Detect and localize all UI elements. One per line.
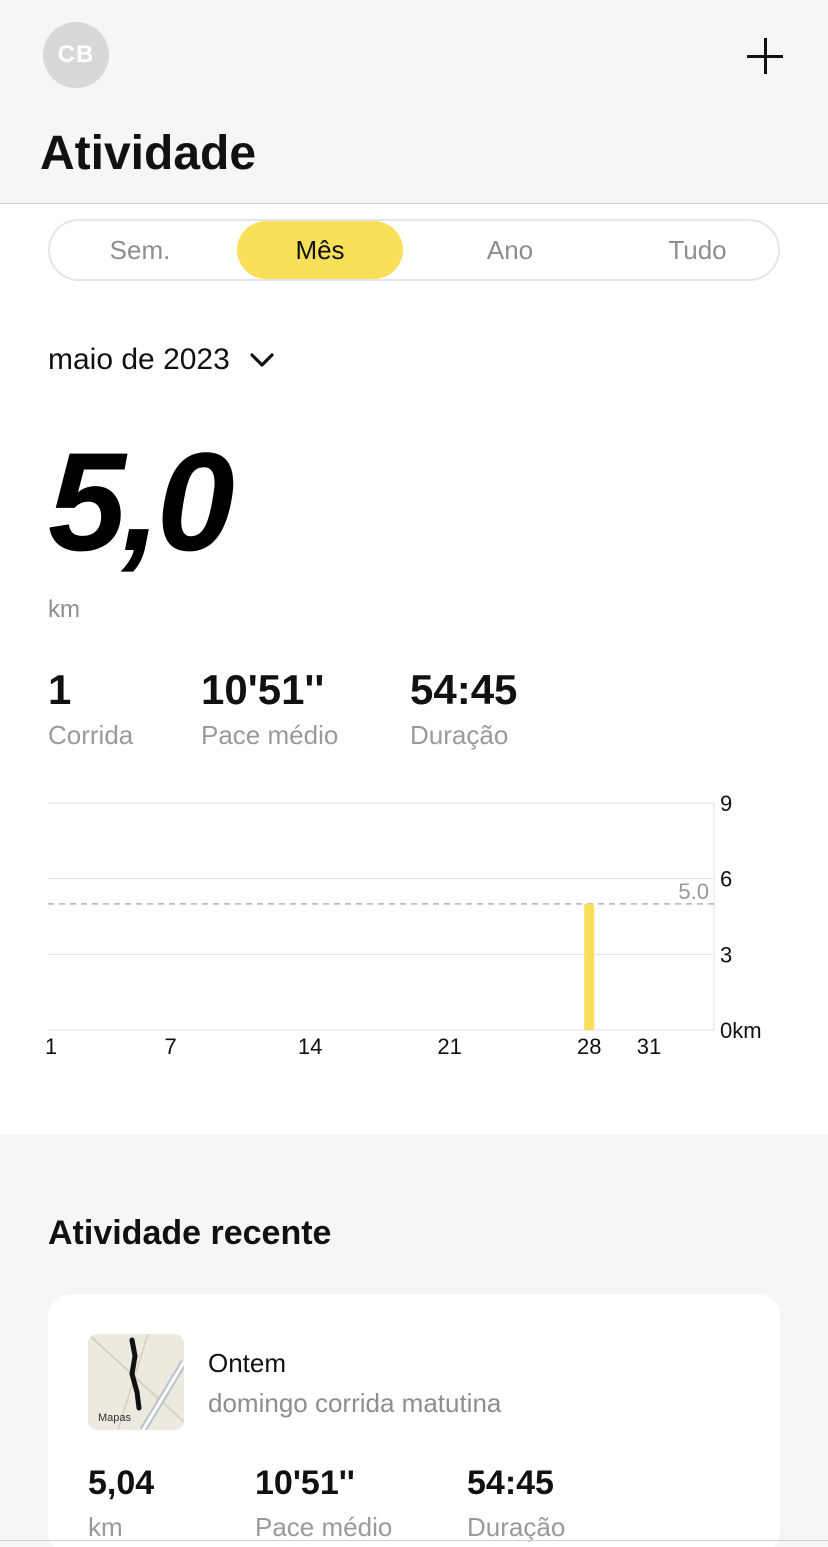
activity-pace-label: Pace médio [255, 1512, 393, 1542]
route-map-thumbnail: Mapas [88, 1334, 184, 1430]
chevron-down-icon [250, 353, 274, 367]
total-distance: 5,0 [48, 423, 235, 580]
avatar[interactable]: CB [43, 22, 109, 88]
x-tick-label: 31 [637, 1034, 661, 1059]
period-segmented-control: Sem. Mês Ano Tudo [48, 219, 780, 281]
y-tick-label: 9 [720, 791, 732, 816]
y-tick-label: 6 [720, 867, 732, 892]
period-selector[interactable]: maio de 2023 [48, 343, 276, 377]
y-tick-label: 0km [720, 1018, 762, 1043]
header: CB Atividade [0, 0, 828, 204]
duration-label: Duração [410, 720, 509, 750]
distance-unit: km [48, 596, 80, 623]
y-tick-label: 3 [720, 942, 732, 967]
runs-count: 1 [48, 666, 72, 713]
x-tick-label: 28 [577, 1034, 601, 1059]
activity-date: Ontem [208, 1348, 287, 1378]
activity-duration-label: Duração [467, 1512, 566, 1542]
tab-month[interactable]: Mês [237, 221, 403, 279]
tab-week[interactable]: Sem. [109, 234, 171, 265]
tab-all[interactable]: Tudo [668, 234, 727, 265]
tab-bar-divider [0, 1540, 828, 1541]
map-caption: Mapas [98, 1412, 132, 1424]
runs-label: Corrida [48, 720, 134, 750]
activity-distance: 5,04 [88, 1464, 155, 1502]
x-tick-label: 21 [437, 1034, 461, 1059]
avg-pace: 10'51'' [201, 666, 325, 713]
x-tick-label: 7 [164, 1034, 176, 1059]
avg-pace-label: Pace médio [201, 720, 339, 750]
tab-year[interactable]: Ano [486, 234, 534, 265]
x-tick-label: 14 [298, 1034, 322, 1059]
activity-pace: 10'51'' [255, 1464, 355, 1502]
activity-name: domingo corrida matutina [208, 1388, 502, 1418]
plus-icon[interactable] [744, 35, 786, 77]
page-title: Atividade [40, 127, 257, 180]
monthly-distance-chart: 0km 3 6 9 5.0 1 7 14 21 28 31 [45, 791, 762, 1059]
recent-title: Atividade recente [48, 1214, 332, 1252]
activity-card[interactable]: Mapas Ontem domingo corrida matutina 5,0… [48, 1294, 780, 1547]
activity-duration: 54:45 [467, 1464, 554, 1502]
x-tick-label: 1 [45, 1034, 57, 1059]
period-label: maio de 2023 [48, 343, 230, 376]
reference-line-label: 5.0 [678, 879, 709, 904]
duration: 54:45 [410, 666, 518, 713]
distance-bar [584, 903, 595, 1030]
activity-distance-label: km [88, 1512, 123, 1542]
